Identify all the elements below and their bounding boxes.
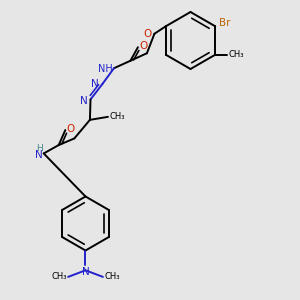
- Text: N: N: [82, 267, 89, 277]
- Text: CH₃: CH₃: [104, 272, 120, 281]
- Text: Br: Br: [219, 18, 230, 28]
- Text: N: N: [91, 79, 99, 89]
- Text: CH₃: CH₃: [228, 50, 244, 59]
- Text: N: N: [35, 150, 43, 160]
- Text: O: O: [67, 124, 75, 134]
- Text: NH: NH: [98, 64, 112, 74]
- Text: H: H: [36, 144, 43, 152]
- Text: CH₃: CH₃: [51, 272, 67, 281]
- Text: N: N: [80, 96, 88, 106]
- Text: O: O: [144, 29, 152, 39]
- Text: CH₃: CH₃: [110, 112, 125, 122]
- Text: O: O: [140, 41, 148, 51]
